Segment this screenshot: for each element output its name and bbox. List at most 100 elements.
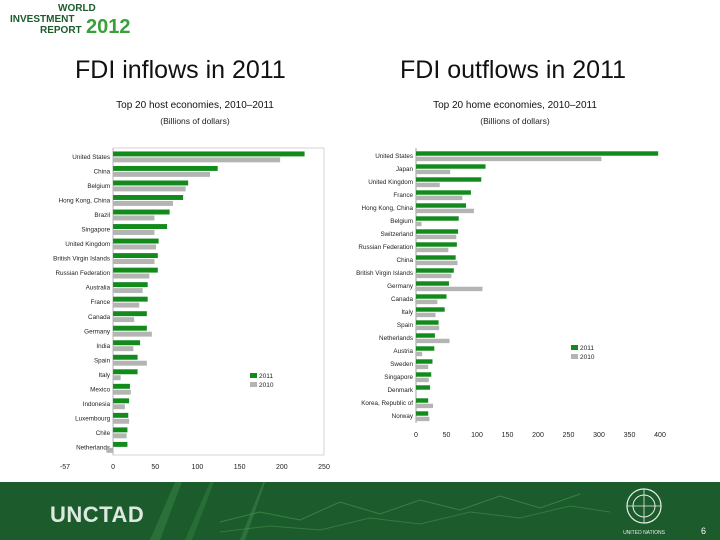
outflows-bar-2011 [416, 333, 435, 338]
outflows-bar-2011 [416, 216, 459, 221]
right-subtitle: Top 20 home economies, 2010–2011 [433, 100, 597, 111]
outflows-category-label: Netherlands [379, 335, 413, 342]
outflows-category-label: Singapore [384, 374, 413, 381]
outflows-category-label: United Kingdom [368, 179, 413, 186]
inflows-bar-2010 [113, 273, 150, 279]
outflows-bar-2011 [416, 346, 435, 351]
outflows-category-label: Belgium [390, 218, 413, 225]
outflows-tick-label: 350 [624, 432, 636, 439]
outflows-bar-2010 [416, 195, 463, 201]
outflows-bar-2011 [416, 385, 431, 390]
inflows-bar-2011 [113, 267, 158, 273]
inflows-category-label: British Virgin Islands [53, 256, 110, 263]
inflows-bar-2010 [113, 404, 125, 410]
left-headline: FDI inflows in 2011 [75, 56, 286, 84]
outflows-bar-2010 [416, 260, 458, 266]
inflows-bar-2010 [113, 171, 211, 177]
inflows-bar-2010 [113, 317, 135, 323]
inflows-bar-2011 [113, 180, 189, 186]
brand-line2: INVESTMENT [10, 14, 74, 25]
inflows-bar-2010 [113, 200, 173, 206]
outflows-category-label: Denmark [387, 387, 413, 394]
inflows-bar-2010 [113, 389, 131, 395]
inflows-bar-2011 [113, 427, 128, 433]
inflows-legend-label: 2010 [259, 382, 274, 389]
outflows-category-label: Italy [401, 309, 413, 316]
outflows-bar-2011 [416, 281, 449, 286]
left-unit: (Billions of dollars) [160, 116, 230, 126]
outflows-bar-2010 [416, 286, 483, 292]
inflows-legend-swatch-2011 [250, 373, 257, 378]
inflows-bar-2011 [113, 296, 148, 302]
outflows-chart-svg: United States Japan United Kingdom France Ho… [356, 148, 666, 439]
outflows-bar-2011 [416, 255, 456, 260]
inflows-bar-2011 [113, 195, 184, 200]
inflows-tick-label: -57 [60, 464, 70, 471]
inflows-category-label: Canada [88, 314, 111, 321]
inflows-category-label: Germany [84, 328, 111, 335]
inflows-bar-2010 [113, 215, 155, 221]
inflows-bar-2010 [113, 302, 140, 308]
footer-band: UNCTAD UNITED NATIONS 6 [0, 482, 720, 540]
inflows-bar-2010 [113, 259, 155, 264]
outflows-tick-label: 400 [654, 432, 666, 439]
inflows-bar-2011 [113, 398, 130, 404]
inflows-category-label: Netherlands [76, 444, 110, 451]
inflows-category-label: Chile [96, 430, 111, 437]
inflows-category-label: China [94, 169, 111, 176]
outflows-legend-swatch-2010 [571, 354, 578, 359]
inflows-bar-2011 [113, 325, 147, 331]
outflows-tick-label: 100 [471, 432, 483, 439]
inflows-bar-2011 [113, 340, 141, 346]
outflows-bar-2011 [416, 203, 467, 208]
inflows-category-label: Singapore [81, 227, 110, 234]
inflows-tick-label: 50 [151, 464, 159, 471]
outflows-legend-label: 2011 [580, 345, 594, 352]
inflows-bar-2010 [113, 375, 121, 381]
inflows-bar-2010 [113, 244, 157, 250]
inflows-category-label: Indonesia [83, 401, 111, 408]
outflows-category-label: Canada [391, 296, 414, 303]
inflows-category-label: United States [72, 154, 110, 161]
outflows-bar-2011 [416, 164, 486, 169]
inflows-tick-label: 0 [111, 464, 115, 471]
inflows-bar-2011 [113, 441, 128, 447]
left-subtitle: Top 20 host economies, 2010–2011 [116, 100, 274, 111]
outflows-category-label: Norway [392, 413, 414, 420]
outflows-bar-2011 [416, 151, 659, 156]
inflows-bar-2010 [113, 186, 186, 192]
outflows-bar-2011 [416, 294, 447, 299]
inflows-bar-2011 [113, 253, 158, 259]
outflows-bar-2010 [416, 273, 452, 279]
outflows-bar-2011 [416, 190, 471, 195]
inflows-tick-label: 250 [318, 464, 330, 471]
inflows-bar-2011 [113, 412, 129, 418]
inflows-tick-label: 100 [192, 464, 204, 471]
wir-2012-logo: WORLD INVESTMENT REPORT 2012 [0, 0, 190, 40]
page-number: 6 [700, 526, 706, 536]
inflows-bar-2011 [113, 165, 218, 171]
outflows-bar-2011 [416, 320, 439, 325]
outflows-bar-2010 [416, 338, 450, 344]
inflows-bar-2011 [113, 224, 168, 230]
outflows-bar-2010 [416, 416, 430, 422]
outflows-bar-2011 [416, 398, 429, 403]
outflows-bar-2010 [416, 247, 449, 253]
outflows-category-label: Switzerland [380, 231, 413, 238]
outflows-category-label: Spain [397, 322, 414, 329]
outflows-bar-2011 [416, 372, 432, 377]
inflows-category-label: Belgium [87, 183, 110, 190]
outflows-tick-label: 250 [563, 432, 575, 439]
inflows-category-label: United Kingdom [65, 241, 110, 248]
outflows-bar-2010 [416, 234, 457, 240]
outflows-category-label: Korea, Republic of [361, 400, 413, 407]
inflows-category-label: India [96, 343, 110, 350]
right-unit: (Billions of dollars) [480, 116, 550, 126]
outflows-tick-label: 150 [502, 432, 514, 439]
outflows-category-label: Hong Kong, China [362, 205, 414, 212]
brand-line1: WORLD [58, 3, 96, 14]
outflows-category-label: Sweden [390, 361, 413, 368]
outflows-bar-2010 [416, 377, 429, 383]
inflows-category-label: Mexico [90, 386, 110, 393]
inflows-bar-2011 [113, 282, 148, 288]
